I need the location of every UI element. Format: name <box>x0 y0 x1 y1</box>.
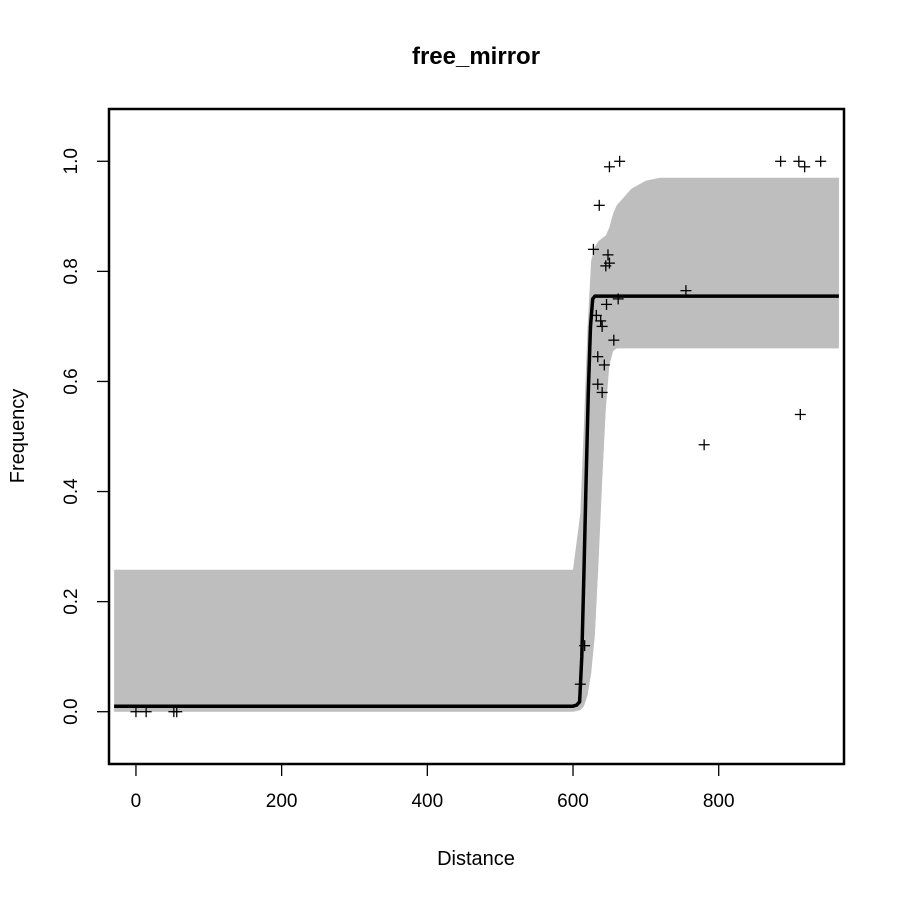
x-tick-label: 0 <box>131 791 142 812</box>
y-tick-label: 0.6 <box>61 368 82 394</box>
y-tick-label: 0.0 <box>61 698 82 724</box>
x-axis-label: Distance <box>437 848 515 870</box>
data-point <box>130 706 142 718</box>
data-point <box>603 257 615 269</box>
data-point <box>579 640 591 652</box>
data-point <box>602 249 614 261</box>
data-point <box>587 243 599 255</box>
data-point <box>612 293 624 305</box>
data-point <box>590 309 602 321</box>
data-point <box>574 678 586 690</box>
data-points-layer <box>130 155 827 718</box>
x-tick-label: 800 <box>703 791 735 812</box>
y-axis: 0.0 0.2 0.4 0.6 0.8 1.0 <box>61 148 110 725</box>
x-tick-label: 400 <box>411 791 443 812</box>
data-point <box>596 386 608 398</box>
data-point <box>140 706 152 718</box>
fit-line-layer <box>114 294 839 708</box>
data-point <box>596 320 608 332</box>
data-point <box>680 285 692 297</box>
data-point <box>603 161 615 173</box>
data-point <box>171 706 183 718</box>
data-point <box>698 439 710 451</box>
y-axis-label: Frequency <box>7 389 29 484</box>
data-point <box>601 298 613 310</box>
y-tick-label: 0.2 <box>61 588 82 614</box>
data-point <box>608 334 620 346</box>
data-point <box>592 351 604 363</box>
y-tick-label: 1.0 <box>61 148 82 174</box>
fit-line <box>114 294 839 708</box>
data-point <box>595 315 607 327</box>
data-point <box>815 155 827 167</box>
data-point <box>775 155 787 167</box>
data-point <box>793 155 805 167</box>
x-tick-label: 600 <box>557 791 589 812</box>
x-axis: 0 200 400 600 800 <box>131 763 735 812</box>
data-point <box>598 359 610 371</box>
confidence-band-layer <box>114 177 839 712</box>
data-point <box>799 161 811 173</box>
chart-title: free_mirror <box>412 43 540 70</box>
data-point <box>614 155 626 167</box>
y-tick-label: 0.4 <box>61 478 82 505</box>
x-tick-label: 200 <box>266 791 298 812</box>
data-point <box>592 378 604 390</box>
data-point <box>794 408 806 420</box>
data-point <box>593 199 605 211</box>
confidence-band <box>114 177 839 712</box>
y-tick-label: 0.8 <box>61 258 82 284</box>
